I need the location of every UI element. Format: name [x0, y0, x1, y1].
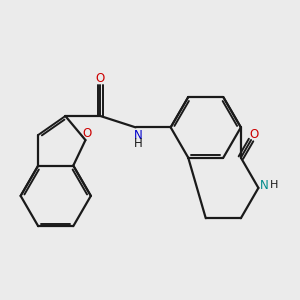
Text: N: N: [134, 129, 142, 142]
Text: O: O: [250, 128, 259, 141]
Text: O: O: [82, 128, 92, 140]
Text: N: N: [260, 178, 269, 192]
Text: O: O: [96, 72, 105, 85]
Text: H: H: [270, 180, 278, 190]
Text: H: H: [134, 137, 142, 150]
